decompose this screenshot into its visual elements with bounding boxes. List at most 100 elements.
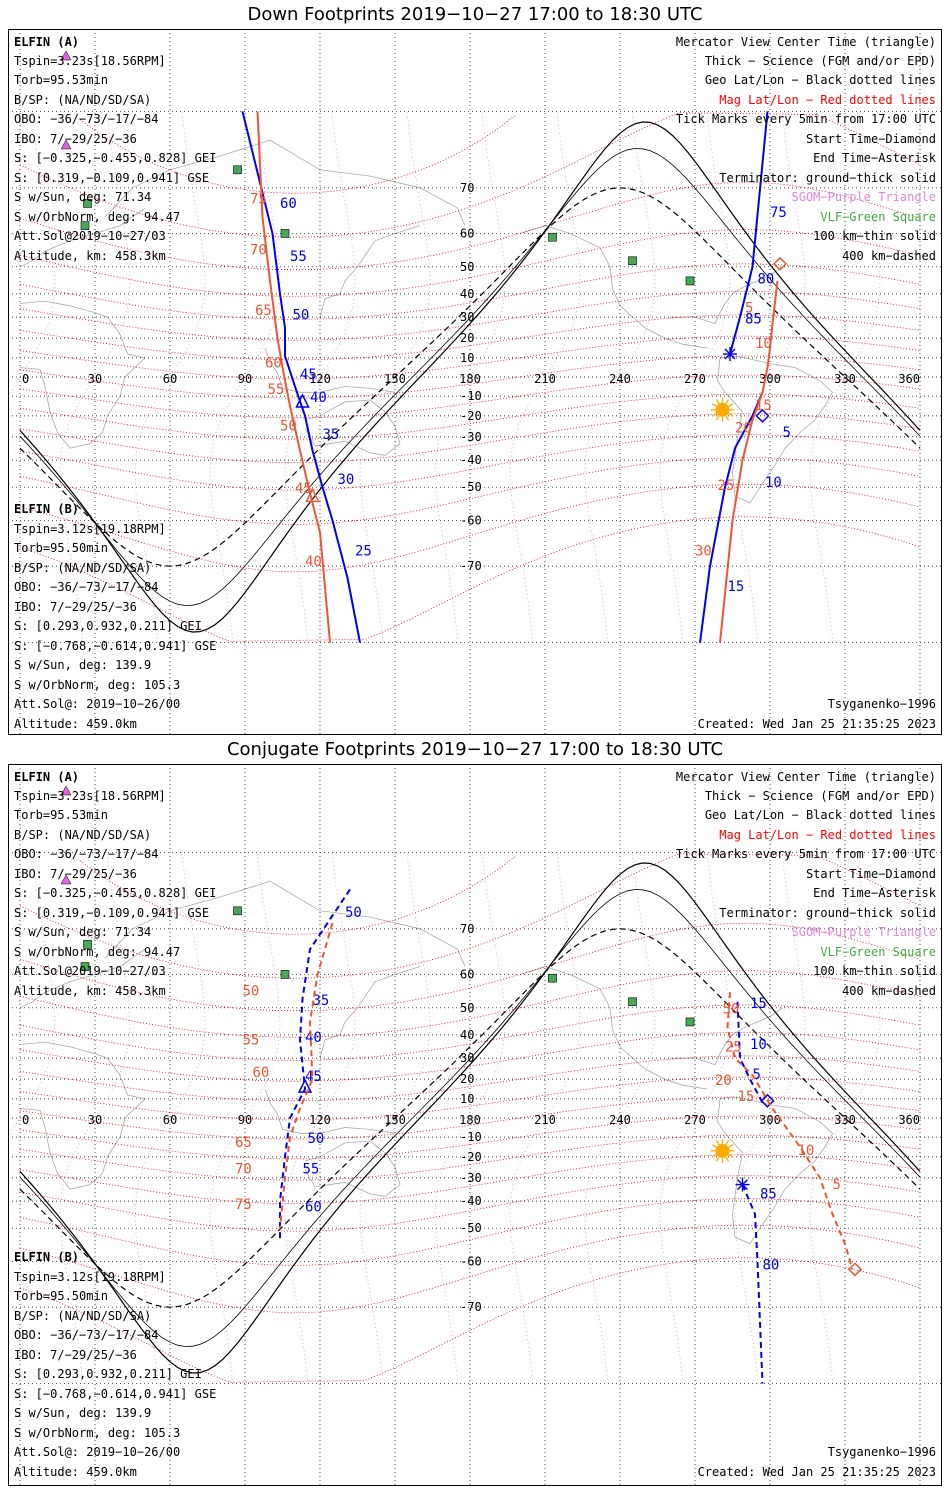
- vlf-station: [628, 256, 637, 266]
- coastline: [19, 948, 146, 1009]
- legend-item: Geo Lat/Lon − Black dotted lines: [705, 808, 936, 822]
- legend-item: 400 km−dashed: [842, 249, 936, 263]
- time-tick-label: 20: [735, 421, 752, 437]
- sun-ray: [725, 1140, 730, 1146]
- time-tick-label: 55: [303, 1162, 320, 1178]
- lon-tick-label: 120: [309, 1113, 331, 1127]
- lat-tick-label: 60: [460, 967, 474, 981]
- info-line: Torb=95.50min: [14, 1289, 108, 1303]
- time-tick-label: 30: [338, 472, 355, 488]
- time-tick-label: 60: [305, 1199, 322, 1215]
- mag-parallel: [19, 483, 921, 573]
- time-tick-label: 15: [755, 398, 772, 414]
- time-tick-label: 50: [308, 1131, 325, 1147]
- info-line: Att.Sol@2019−10−27/03: [14, 229, 166, 243]
- coastline: [19, 207, 146, 268]
- coastline: [304, 399, 401, 456]
- footprint-map: 0 30 60 90 120 150 180 210 240 270 300 330 360706050…: [8, 29, 942, 735]
- sun-ray: [715, 399, 720, 405]
- sun-ray: [728, 1153, 734, 1158]
- mag-parallel: [19, 229, 921, 297]
- vlf-station: [280, 970, 290, 979]
- legend-item: VLF−Green Square: [820, 210, 936, 224]
- lat-tick-label: 10: [460, 1092, 474, 1106]
- mag-parallel: [19, 1257, 921, 1383]
- legend-item: End Time−Asterisk: [813, 151, 937, 165]
- vlf-station: [80, 962, 90, 971]
- sun-icon: [715, 402, 730, 417]
- elfin-b-track: [279, 922, 334, 1229]
- vlf-station: [685, 1017, 695, 1027]
- lat-tick-label: 30: [460, 310, 474, 324]
- info-line: Altitude, km: 458.3km: [14, 984, 166, 998]
- sun-ray: [711, 1144, 717, 1148]
- time-tick-label: 5: [833, 1177, 841, 1193]
- info-line: S w/OrbNorm, deg: 105.3: [14, 1426, 180, 1440]
- elfin-a-header: ELFIN (A): [14, 770, 79, 784]
- coastline: [319, 966, 421, 1059]
- sun-icon: [715, 1143, 730, 1158]
- sgom-triangle: [60, 139, 72, 150]
- info-line: S: [0.293,0.932,0.211] GEI: [14, 1367, 202, 1381]
- sun-ray: [715, 1156, 720, 1162]
- vlf-station: [83, 199, 92, 208]
- legend-item: Start Time−Diamond: [806, 867, 936, 881]
- elfin-a-info: Tspin=3.23s[18.56RPM] Torb=95.53min B/SP…: [14, 54, 216, 263]
- sun-ray: [728, 403, 734, 407]
- lon-tick-label: 300: [759, 372, 781, 386]
- vlf-station: [685, 276, 695, 286]
- legend-item: 100 km−thin solid: [813, 229, 936, 243]
- info-line: Att.Sol@: 2019−10−26/00: [14, 1445, 180, 1459]
- time-tick-label: 60: [280, 196, 297, 212]
- lon-tick-label: 360: [898, 372, 920, 386]
- elfin-b-header: ELFIN (B): [14, 1250, 79, 1264]
- info-line: Tspin=3.12s[19.18RPM]: [14, 1270, 166, 1284]
- elfin-a-track: [736, 1001, 764, 1104]
- time-tick-label: 85: [760, 1187, 777, 1203]
- lat-tick-label: -10: [460, 389, 482, 403]
- info-line: S: [0.319,−0.109,0.941] GSE: [14, 906, 209, 920]
- terminator-ground: [19, 862, 921, 1374]
- lon-tick-label: 210: [534, 372, 556, 386]
- time-tick-label: 40: [310, 390, 327, 406]
- coastline: [670, 1007, 783, 1066]
- elfin-a-info: Tspin=3.23s[18.56RPM] Torb=95.53min B/SP…: [14, 789, 216, 998]
- time-tick-label: 55: [290, 249, 307, 265]
- info-line: S w/Sun, deg: 139.9: [14, 658, 151, 672]
- lat-tick-label: 40: [460, 287, 474, 301]
- coastline: [519, 225, 708, 349]
- info-line: Att.Sol@: 2019−10−26/00: [14, 697, 180, 711]
- legend-item: Start Time−Diamond: [806, 132, 936, 146]
- lon-tick-label: 300: [759, 1113, 781, 1127]
- coastline: [304, 1140, 401, 1197]
- info-line: S: [−0.325,−0.455,0.828] GEI: [14, 151, 216, 165]
- lon-tick-label: 240: [609, 372, 631, 386]
- elfin-b-info: Tspin=3.12s[19.18RPM] Torb=95.50min B/SP…: [14, 522, 216, 731]
- legend-item: Thick − Science (FGM and/or EPD): [705, 54, 936, 68]
- lat-tick-label: -30: [460, 1171, 482, 1185]
- time-tick-label: 10: [765, 475, 782, 491]
- mag-parallel: [19, 1154, 921, 1205]
- time-tick-label: 50: [243, 983, 260, 999]
- lat-tick-label: -10: [460, 1130, 482, 1144]
- legend-item: Terminator: ground−thick solid: [719, 906, 936, 920]
- time-tick-label: 25: [725, 1039, 742, 1055]
- info-line: IBO: 7/−29/25/−36: [14, 1348, 137, 1362]
- terminator-100km: [19, 148, 921, 606]
- legend-item: Geo Lat/Lon − Black dotted lines: [705, 73, 936, 87]
- mag-parallel: [19, 1198, 921, 1266]
- start-diamond: [760, 1093, 775, 1108]
- lat-tick-label: 40: [460, 1028, 474, 1042]
- lat-tick-label: 50: [460, 1001, 474, 1015]
- time-tick-label: 80: [763, 1257, 780, 1273]
- legend-item: Mercator View Center Time (triangle): [676, 770, 936, 784]
- coastline: [104, 880, 466, 967]
- lat-tick-label: 50: [460, 260, 474, 274]
- lat-tick-label: -50: [460, 1221, 482, 1235]
- time-tick-label: 65: [255, 303, 272, 319]
- time-tick-label: 5: [783, 425, 791, 441]
- lon-tick-label: 180: [459, 372, 481, 386]
- vlf-station: [233, 906, 242, 916]
- info-line: Altitude: 459.0km: [14, 1465, 137, 1479]
- mag-parallel: [19, 413, 921, 464]
